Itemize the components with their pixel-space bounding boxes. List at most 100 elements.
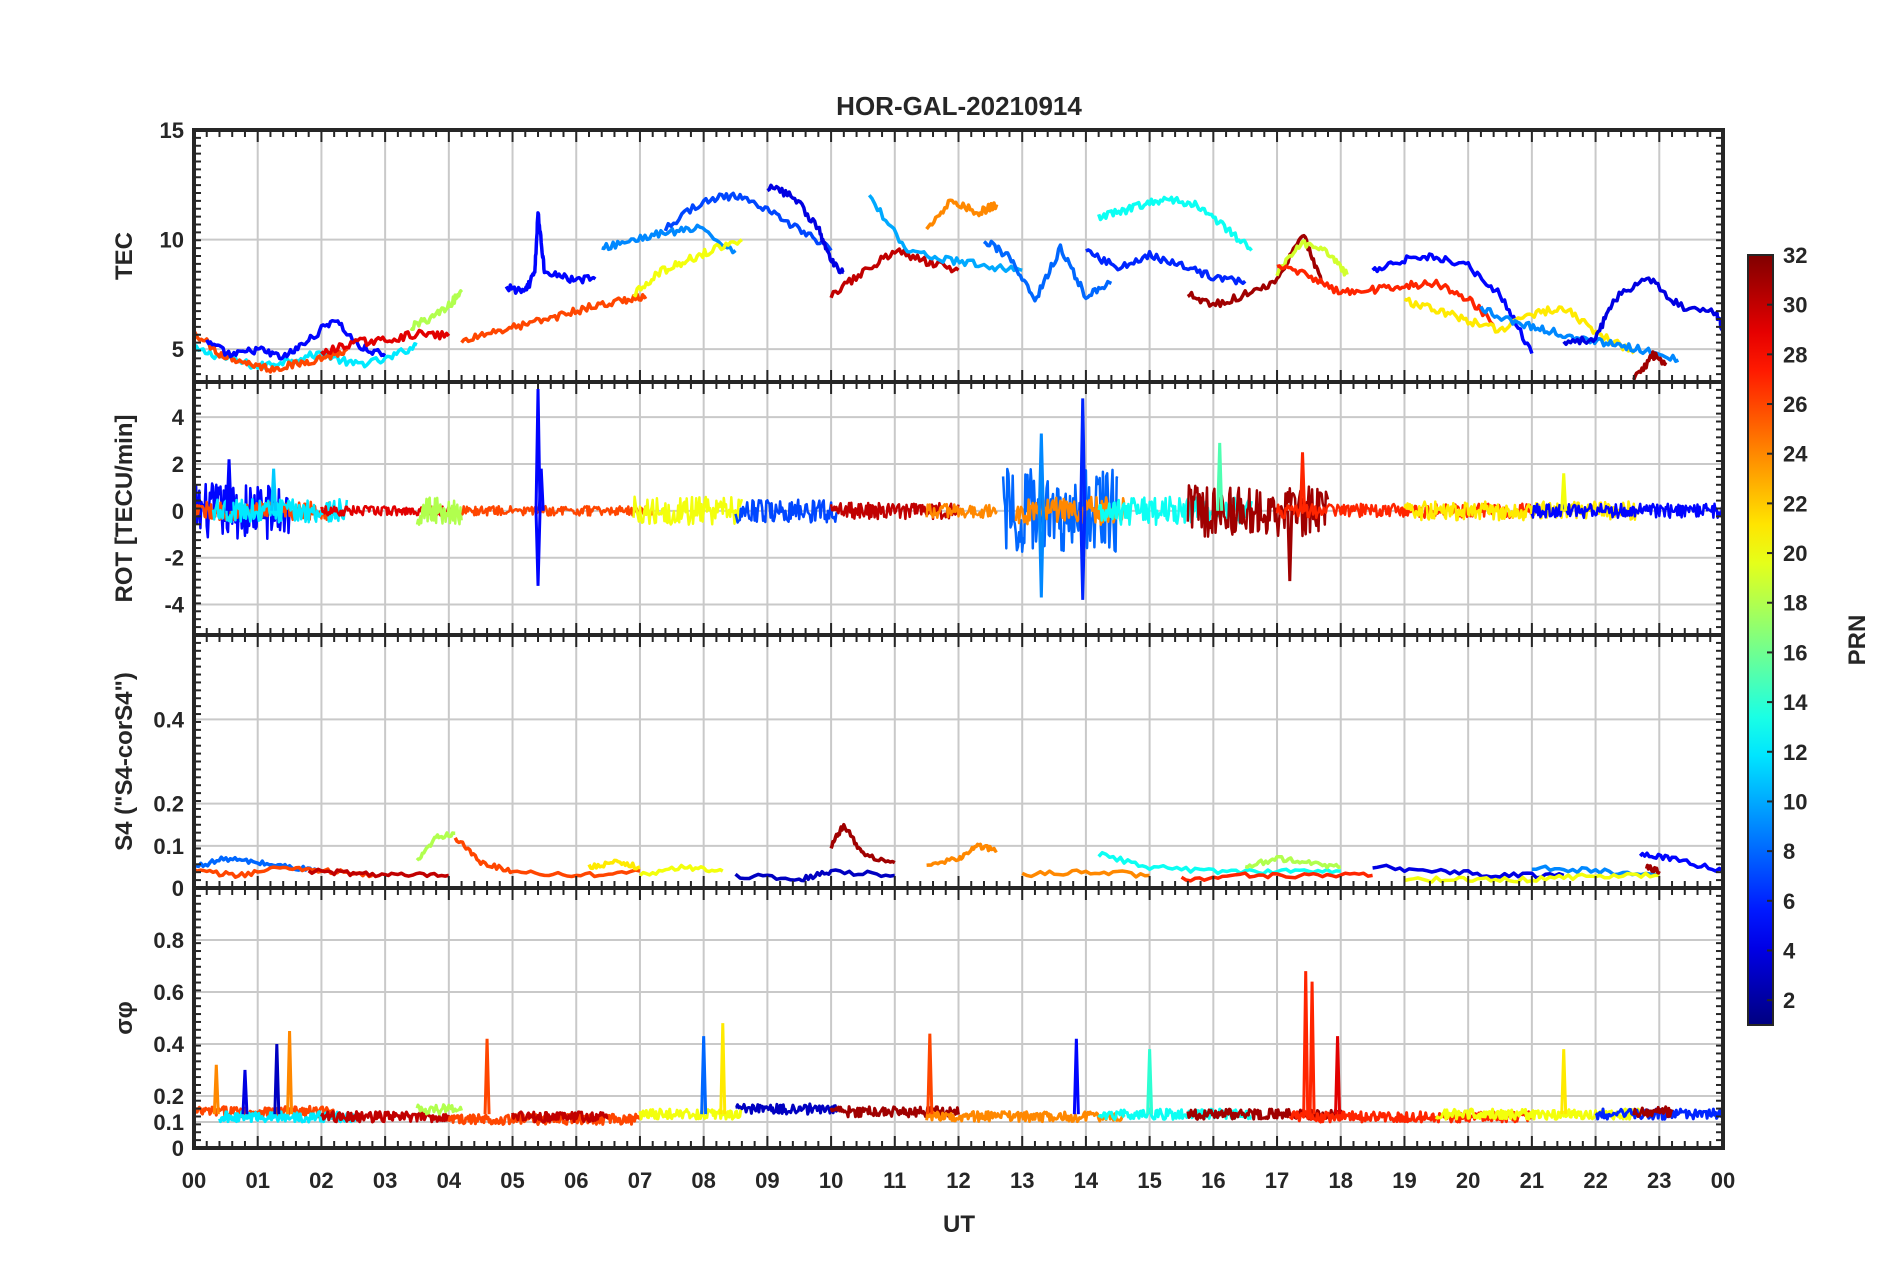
series-prn-26	[461, 504, 654, 517]
panel-rot: -4 -2 0 2 4 ROT [TECU/min]	[111, 380, 1725, 637]
series-prn-26	[194, 330, 349, 374]
colorbar-tick-label: 12	[1783, 740, 1807, 765]
colorbar-tick-label: 8	[1783, 839, 1795, 864]
series-prn-6	[1085, 248, 1247, 286]
spike-prn-4	[241, 1069, 249, 1115]
series-prn-8	[982, 239, 1113, 303]
series-prn-24	[1021, 868, 1150, 879]
x-tick-label: 12	[946, 1168, 970, 1193]
colorbar-tick-label: 32	[1783, 243, 1807, 268]
chart-title: HOR-GAL-20210914	[836, 91, 1082, 121]
y-tick-label: 5	[172, 337, 184, 362]
x-tick-label: 07	[628, 1168, 652, 1193]
series-prn-5	[504, 211, 597, 295]
series-prn-5	[1530, 502, 1723, 520]
data-layer	[194, 971, 1723, 1126]
series-prn-18	[415, 1103, 464, 1116]
series-prn-19	[1275, 239, 1349, 277]
x-tick-label: 16	[1201, 1168, 1225, 1193]
series-prn-30	[511, 1110, 609, 1124]
x-tick-label: 15	[1137, 1168, 1161, 1193]
series-prn-21	[587, 858, 641, 871]
colorbar-tick-label: 24	[1783, 442, 1808, 467]
series-prn-18	[409, 289, 464, 332]
x-tick-label: 18	[1329, 1168, 1353, 1193]
series-prn-24	[1014, 495, 1126, 526]
y-tick-label: 0.8	[153, 928, 184, 953]
spike-prn-9	[1037, 433, 1045, 511]
series-prn-24	[925, 198, 999, 231]
y-tick-label: 10	[160, 228, 184, 253]
y-tick-label: 2	[172, 452, 184, 477]
series-prn-5	[1638, 851, 1723, 873]
series-prn-30	[829, 247, 960, 299]
colorbar-tick-label: 18	[1783, 591, 1807, 616]
x-tick-label: 05	[500, 1168, 524, 1193]
series-prn-3	[735, 1102, 839, 1116]
series-prn-8	[1001, 467, 1119, 553]
spike-prn-26	[483, 1038, 491, 1115]
series-prn-4	[766, 183, 845, 275]
spike-prn-27	[1299, 452, 1307, 511]
x-tick-label: 04	[437, 1168, 462, 1193]
colorbar-tick-label: 2	[1783, 988, 1795, 1013]
x-tick-label: 00	[182, 1168, 206, 1193]
grid	[194, 635, 1723, 889]
series-prn-20	[1434, 1107, 1642, 1121]
spike-prn-21	[1560, 1049, 1568, 1115]
y-tick-label: -2	[164, 546, 184, 571]
x-tick-label: 11	[883, 1168, 906, 1193]
series-prn-26	[460, 292, 648, 344]
x-tick-label: 02	[309, 1168, 333, 1193]
series-prn-7	[663, 191, 833, 252]
colorbar-tick-label: 14	[1783, 690, 1808, 715]
spike-prn-21	[719, 1023, 727, 1115]
series-prn-31	[1632, 350, 1668, 381]
series-prn-20	[632, 238, 743, 298]
x-tick-label: 09	[755, 1168, 779, 1193]
spike-prn-5	[537, 468, 545, 511]
spike-prn-26	[926, 1033, 934, 1115]
spike-prn-31	[1286, 510, 1294, 582]
colorbar-tick-label: 22	[1783, 491, 1807, 516]
colorbar-gradient	[1747, 254, 1774, 1026]
spike-prn-5	[534, 510, 542, 586]
series-prn-5	[1371, 252, 1534, 355]
spike-prn-6	[1079, 398, 1087, 511]
data-layer	[194, 389, 1723, 600]
series-prn-24	[925, 1110, 1126, 1124]
colorbar-tick-label: 28	[1783, 342, 1807, 367]
spike-prn-20	[1560, 473, 1568, 511]
panel-tec: 5 10 15 TEC	[111, 118, 1725, 384]
y-tick-label: 0.2	[153, 1084, 184, 1109]
spike-prn-24	[212, 1064, 220, 1115]
spike-prn-29	[1334, 1036, 1342, 1115]
y-axis-label: σφ	[111, 1001, 138, 1035]
series-prn-31	[1632, 1105, 1674, 1119]
series-prn-9	[601, 223, 737, 255]
y-tick-label: 0.4	[153, 1032, 184, 1057]
spike-prn-5	[225, 459, 233, 511]
x-tick-label: 08	[691, 1168, 715, 1193]
colorbar-tick-label: 26	[1783, 392, 1807, 417]
series-prn-13	[1097, 850, 1341, 876]
spike-prn-24	[286, 1030, 294, 1115]
spike-prn-14	[1146, 1049, 1154, 1115]
x-tick-label: 10	[819, 1168, 843, 1193]
spike-prn-5	[534, 389, 542, 511]
spike-prn-11	[270, 468, 278, 511]
y-tick-label: 0.2	[153, 792, 184, 817]
series-prn-3	[734, 868, 896, 883]
series-prn-26	[453, 836, 641, 879]
colorbar-tick-label: 16	[1783, 640, 1807, 665]
y-tick-label: 0	[172, 499, 184, 524]
y-axis-label: TEC	[111, 232, 138, 280]
series-prn-10	[867, 194, 1023, 273]
axes-box	[192, 886, 1725, 1150]
series-prn-20	[638, 1107, 743, 1121]
y-tick-label: 15	[160, 118, 184, 143]
colorbar-tick-label: 10	[1783, 789, 1807, 814]
y-tick-label: -4	[164, 593, 184, 618]
series-prn-9	[1479, 305, 1680, 364]
colorbar-tick-label: 4	[1783, 938, 1796, 963]
